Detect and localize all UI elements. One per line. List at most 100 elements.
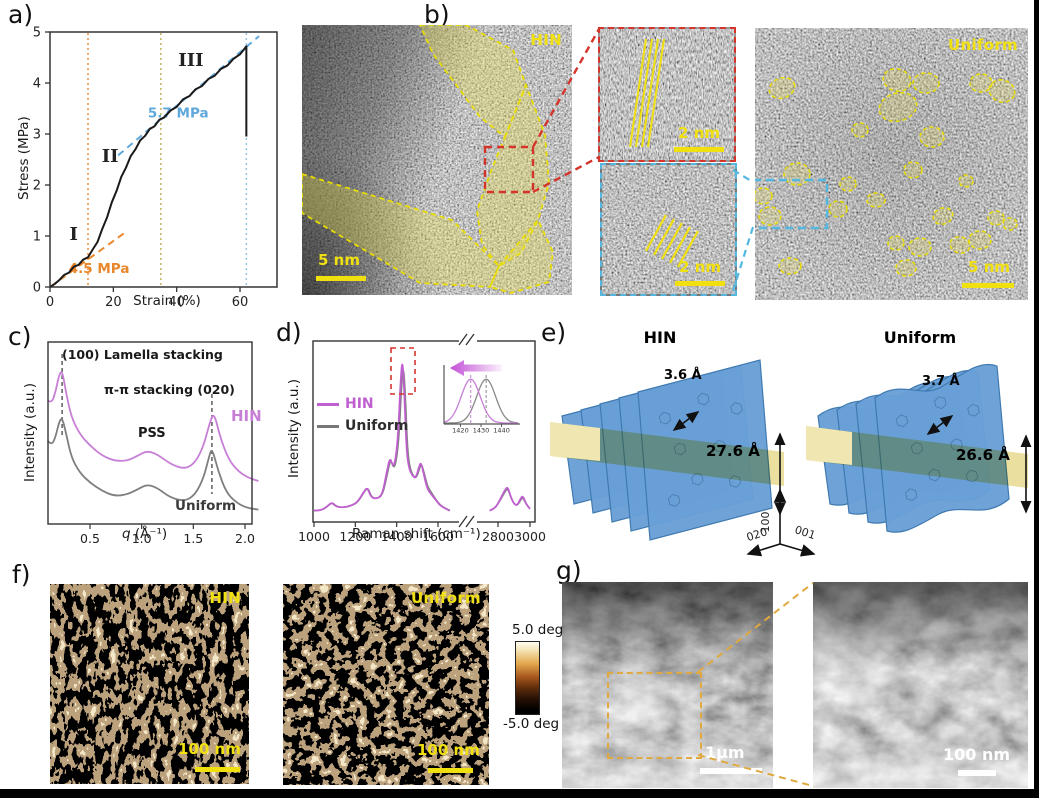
inset-bottom-scalebar-label: 2 nm	[679, 258, 721, 276]
svg-text:1600: 1600	[422, 529, 454, 544]
inset-top-scalebar-label: 2 nm	[678, 124, 720, 142]
afm-colorbar-min: -5.0 deg	[503, 716, 560, 732]
e-spacing-right: 3.7 Å	[922, 374, 960, 389]
tem-uniform-tag: Uniform	[948, 36, 1018, 54]
svg-text:1440: 1440	[493, 427, 510, 435]
svg-text:3: 3	[33, 128, 41, 143]
raman-chart: 1000 1200 1400 1600 2800 3000	[298, 333, 546, 544]
svg-text:5: 5	[33, 26, 41, 41]
tem-uniform-image: Uniform 5 nm	[755, 28, 1028, 300]
giwaxs-chart: 0.5 1.0 1.5 2.0	[46, 341, 259, 546]
tem-uniform-highlight-overlay	[755, 68, 1018, 277]
tem-uniform-scalebar-label: 5 nm	[968, 258, 1010, 276]
afm-colorbar-max: 5.0 deg	[512, 622, 564, 638]
panel-g-label: g)	[556, 556, 582, 585]
e-spacing-left: 3.6 Å	[664, 368, 702, 383]
e-height-left: 27.6 Å	[706, 442, 760, 460]
afm-hin-image: HIN 100 nm	[50, 584, 249, 784]
d-legend-uniform-swatch	[317, 424, 339, 428]
svg-text:1.5: 1.5	[183, 531, 203, 546]
d-legend-uniform-row: Uniform	[317, 418, 408, 434]
a-ylabel: Stress (MPa)	[16, 116, 32, 200]
svg-text:60: 60	[232, 295, 249, 310]
inset-top-scalebar	[674, 147, 724, 152]
tem-hin-image: HIN 5 nm	[302, 25, 572, 295]
e-hin-schematic	[550, 359, 786, 541]
svg-text:III: III	[178, 50, 203, 71]
panel-a-label: a)	[8, 0, 34, 29]
svg-text:1: 1	[33, 230, 41, 245]
tem-inset-hin-lattice-marks	[629, 38, 665, 148]
svg-text:2.0: 2.0	[235, 531, 255, 546]
svg-text:1200: 1200	[339, 529, 371, 544]
d-legend-hin-swatch	[317, 402, 339, 406]
afm-hin-scalebar-label: 100 nm	[178, 740, 241, 758]
tem-inset-hin-texture	[600, 29, 734, 160]
sem-zoom-region-box	[607, 672, 702, 759]
svg-text:0: 0	[46, 295, 54, 310]
panel-b-label: b)	[424, 0, 450, 29]
c-series-label-hin: HIN	[231, 407, 262, 425]
afm-uniform-texture	[283, 584, 489, 785]
c-xlabel-unit: (Å⁻¹)	[130, 526, 168, 542]
svg-text:001: 001	[793, 523, 817, 542]
c-series-label-uniform: Uniform	[175, 498, 237, 514]
sem-overview-scalebar-label: 1μm	[705, 743, 745, 762]
svg-text:2800: 2800	[482, 529, 514, 544]
svg-text:40: 40	[168, 295, 185, 310]
c-ylabel: Intensity (a.u.)	[22, 383, 38, 482]
svg-text:3000: 3000	[514, 529, 546, 544]
svg-text:20: 20	[105, 295, 122, 310]
afm-colorbar	[515, 641, 540, 715]
svg-text:1400: 1400	[381, 529, 413, 544]
sem-zoom-scalebar-label: 100 nm	[943, 745, 1011, 764]
d-legend-hin-row: HIN	[317, 396, 374, 412]
svg-text:0.5: 0.5	[80, 531, 100, 546]
svg-text:1420: 1420	[452, 427, 469, 435]
tem-hin-scalebar-label: 5 nm	[318, 251, 360, 269]
tem-hin-highlight-overlay	[302, 25, 554, 294]
sem-zoom-image: 100 nm	[813, 582, 1028, 788]
afm-hin-scalebar	[195, 767, 240, 772]
sem-zoom-scalebar	[958, 770, 996, 776]
sem-overview-scalebar	[700, 768, 762, 774]
e-uniform-schematic	[806, 363, 1032, 533]
c-xlabel-q: q	[122, 526, 131, 542]
a-xlabel: Strain (%)	[133, 293, 201, 309]
svg-text:II: II	[102, 146, 119, 167]
svg-text:1430: 1430	[473, 427, 490, 435]
c-xlabel: q (Å⁻¹)	[122, 526, 167, 542]
d-xlabel: Raman shift (cm⁻¹)	[352, 526, 481, 542]
c-annotation-pss: PSS	[138, 426, 166, 441]
c-annotation-pipi: π-π stacking (020)	[104, 382, 235, 397]
tem-inset-uniform-lattice-marks	[645, 214, 699, 268]
svg-text:2: 2	[33, 179, 41, 194]
svg-text:5.7 MPa: 5.7 MPa	[148, 106, 209, 122]
e-uniform-title: Uniform	[883, 328, 957, 347]
panel-c-label: c)	[8, 322, 32, 351]
svg-text:0: 0	[33, 281, 41, 296]
tem-hin-scalebar	[316, 276, 366, 281]
svg-text:020: 020	[745, 525, 769, 544]
panel-f-label: f)	[12, 560, 31, 589]
tem-uniform-scalebar	[962, 283, 1014, 288]
afm-hin-tag: HIN	[209, 589, 241, 607]
afm-uniform-image: Uniform 100 nm	[283, 584, 489, 785]
tem-inset-hin: 2 nm	[598, 27, 736, 162]
svg-text:100: 100	[759, 512, 772, 533]
sem-zoom-shading	[813, 582, 1028, 788]
afm-uniform-tag: Uniform	[411, 589, 481, 607]
d-legend-uniform-label: Uniform	[345, 418, 409, 434]
tem-hin-shading	[302, 25, 572, 295]
tem-inset-uniform: 2 nm	[600, 163, 737, 296]
afm-uniform-scalebar-label: 100 nm	[417, 741, 480, 759]
raman-inset-chart: 1420 1430 1440	[438, 357, 523, 435]
svg-text:1.0: 1.0	[132, 531, 152, 546]
afm-uniform-scalebar	[428, 768, 473, 773]
tem-hin-tag: HIN	[530, 31, 562, 49]
e-hin-title: HIN	[643, 328, 677, 347]
e-height-right: 26.6 Å	[956, 446, 1010, 464]
